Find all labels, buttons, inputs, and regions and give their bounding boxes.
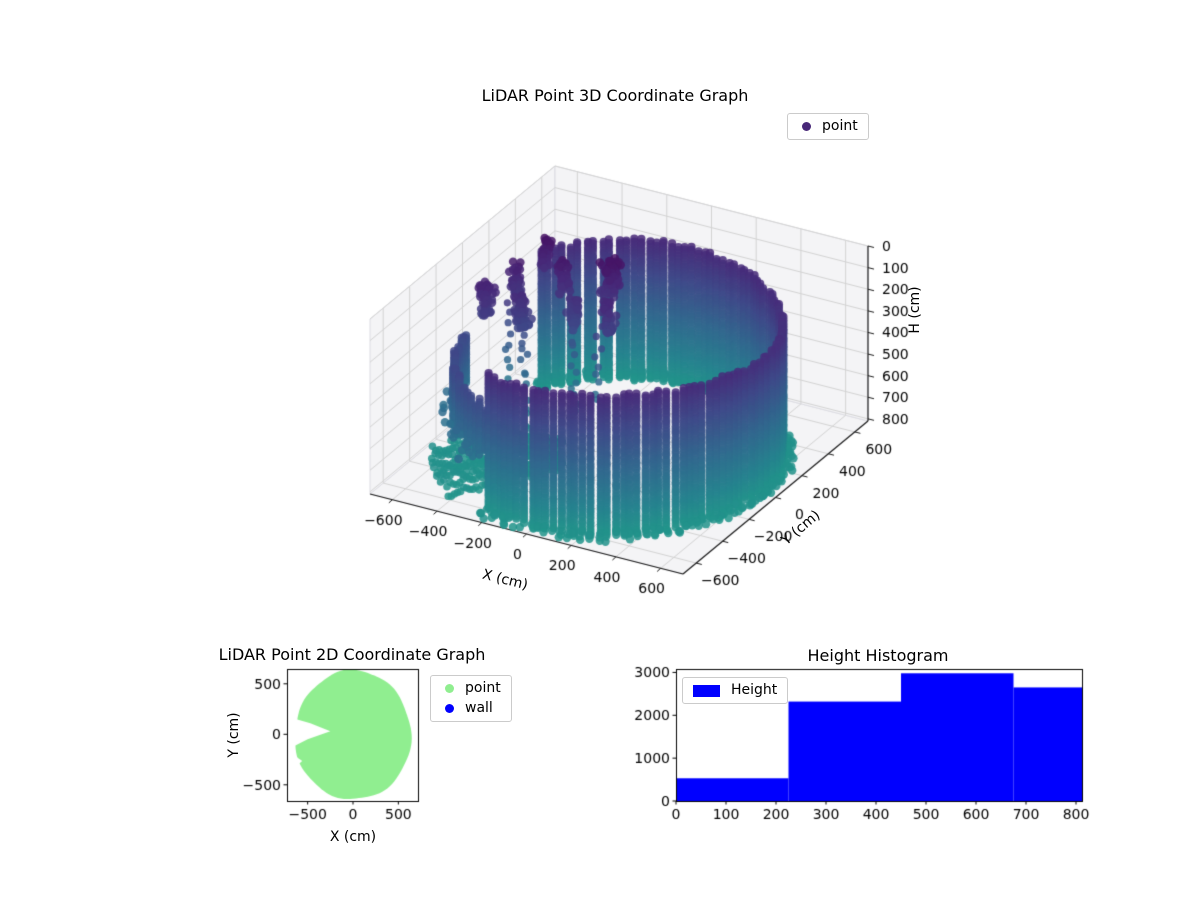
- plot2d-legend-label-wall: wall: [465, 700, 493, 716]
- wall-marker-icon: [445, 704, 454, 713]
- plot3d-legend-label: point: [822, 118, 858, 134]
- plot2d-legend-item-point: point: [441, 680, 501, 697]
- hist-legend-label: Height: [731, 682, 778, 698]
- hist-legend: Height: [682, 677, 789, 704]
- plot2d-title: LiDAR Point 2D Coordinate Graph: [218, 645, 486, 664]
- height-swatch-icon: [693, 684, 720, 697]
- plot2d-legend-label-point: point: [465, 680, 501, 696]
- point-marker-icon: [445, 684, 454, 693]
- plot2d-legend-item-wall: wall: [441, 700, 501, 717]
- hist-title: Height Histogram: [807, 646, 949, 665]
- plot2d-xaxis-label: X (cm): [329, 829, 377, 845]
- plot3d-legend-item-point: point: [798, 118, 858, 135]
- plot3d-zaxis-label: H (cm): [907, 286, 923, 334]
- hist-legend-item-height: Height: [693, 682, 777, 699]
- plot2d-yaxis-label: Y (cm): [226, 712, 242, 758]
- plot3d-legend: point: [787, 113, 869, 140]
- plot2d-legend: point wall: [430, 675, 512, 722]
- plot3d-title: LiDAR Point 3D Coordinate Graph: [481, 86, 749, 105]
- point-marker-icon: [802, 122, 811, 131]
